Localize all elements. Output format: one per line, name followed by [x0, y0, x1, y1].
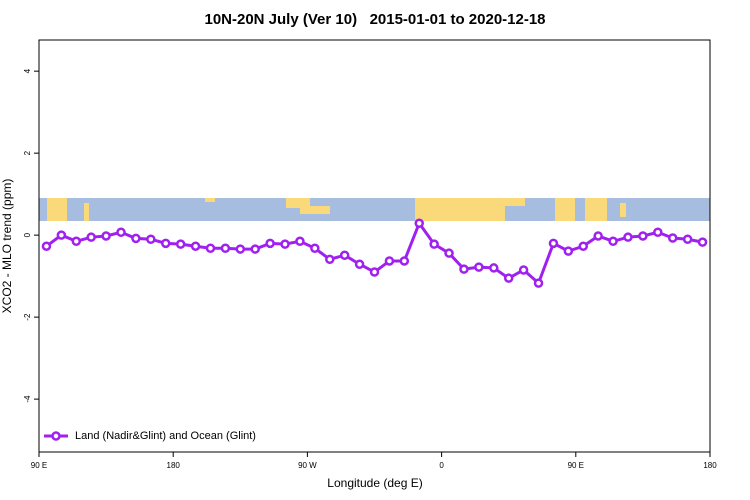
point [429, 239, 439, 249]
y-tick-label: 0 [23, 232, 32, 237]
x-tick-label: 90 E [568, 461, 584, 470]
point [41, 241, 52, 251]
point [205, 243, 216, 254]
x-axis-label: Longitude (deg E) [327, 476, 422, 490]
y-axis-label: XCO2 - MLO trend (ppm) [0, 179, 14, 314]
point [369, 267, 380, 277]
legend-marker [51, 431, 61, 441]
point [86, 232, 96, 242]
y-tick-label: 2 [23, 150, 32, 155]
y-tick-label: -4 [23, 395, 32, 403]
chart-title: 10N-20N July (Ver 10) 2015-01-01 to 2020… [204, 11, 545, 28]
point [533, 278, 544, 288]
x-tick-label: 180 [703, 461, 717, 470]
point [354, 259, 365, 269]
point [235, 244, 246, 254]
point [608, 236, 618, 247]
point [384, 256, 395, 266]
point [623, 232, 633, 242]
map-band [39, 198, 710, 221]
point [295, 236, 305, 247]
point [503, 273, 514, 283]
y-tick-label: -2 [23, 313, 32, 321]
point [563, 246, 574, 256]
point [667, 233, 678, 243]
point [146, 234, 156, 244]
x-tick-label: 180 [167, 461, 181, 470]
point [160, 238, 171, 249]
point [578, 241, 589, 251]
point [220, 243, 231, 254]
point [56, 230, 67, 240]
point [190, 241, 201, 251]
point [593, 231, 603, 241]
point [175, 239, 186, 249]
x-tick-label: 90 E [31, 461, 47, 470]
y-tick-label: 4 [23, 68, 32, 73]
point [101, 231, 111, 241]
point [444, 248, 454, 258]
point [265, 238, 275, 249]
point [280, 239, 290, 249]
point [682, 234, 693, 244]
point [71, 236, 82, 247]
x-tick-label: 90 W [298, 461, 317, 470]
point [131, 233, 141, 244]
point [399, 256, 410, 266]
point [638, 231, 648, 241]
point [653, 227, 663, 238]
point [474, 262, 484, 272]
point [414, 218, 424, 228]
point [489, 263, 499, 273]
point [459, 264, 469, 274]
point [116, 227, 126, 238]
point [548, 238, 559, 249]
point [518, 265, 529, 275]
point [339, 250, 350, 260]
point [697, 237, 708, 247]
point [250, 244, 260, 254]
point [310, 243, 320, 254]
point [325, 254, 335, 265]
plot-frame [38, 39, 711, 453]
legend-label: Land (Nadir&Glint) and Ocean (Glint) [75, 430, 256, 442]
x-tick-label: 0 [439, 461, 444, 470]
